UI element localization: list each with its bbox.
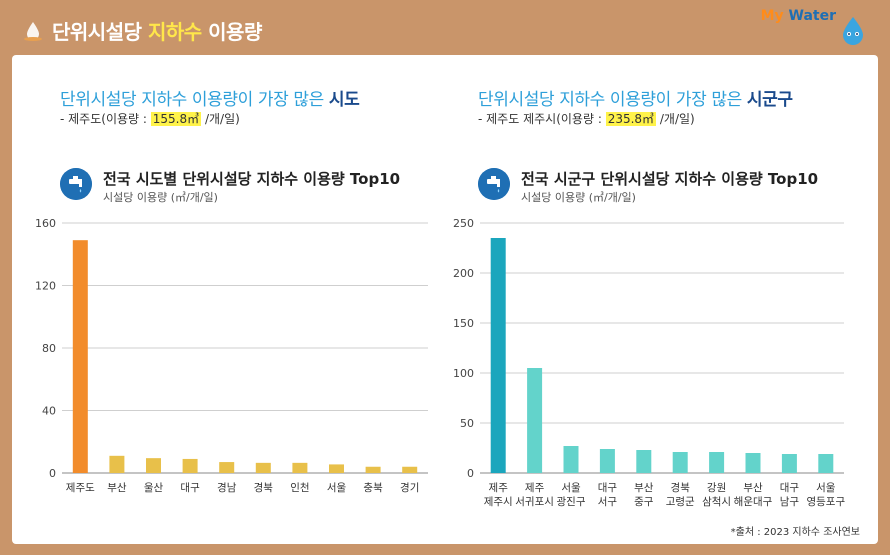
y-tick-label: 250 [453, 217, 474, 230]
x-tick-label: 경기 [400, 481, 419, 494]
bar [636, 450, 652, 473]
bar [527, 368, 543, 473]
x-tick-label: 부산 [634, 482, 654, 494]
left-chart-title: 전국 시도별 단위시설당 지하수 이용량 Top10 [103, 170, 401, 188]
bar [709, 452, 725, 473]
x-tick-label: 인천 [290, 482, 309, 494]
right-chart-title: 전국 시군구 단위시설당 지하수 이용량 Top10 [521, 170, 819, 188]
x-tick-label: 서울 [561, 482, 581, 494]
x-tick-label: 남구 [780, 496, 800, 508]
x-tick-label: 울산 [144, 482, 164, 494]
x-tick-label: 부산 [107, 482, 127, 494]
y-tick-label: 150 [453, 317, 474, 330]
brand-logo: My Water [760, 8, 836, 24]
x-tick-label: 서귀포시 [515, 496, 554, 508]
x-tick-label: 제주 [525, 482, 545, 494]
bar [72, 240, 88, 473]
x-tick-label: 해운대구 [734, 495, 773, 508]
wave-divider [12, 55, 878, 66]
x-tick-label: 고령군 [666, 496, 695, 508]
y-tick-label: 0 [467, 467, 474, 480]
bar [255, 462, 271, 473]
y-tick-label: 0 [49, 467, 56, 480]
x-tick-label: 대구 [598, 482, 618, 494]
left-chart-unit: 시설당 이용량 (㎥/개/일) [103, 191, 218, 204]
bar [563, 446, 579, 473]
bar [146, 458, 161, 473]
page-title: 단위시설당 지하수 이용량 [52, 20, 262, 44]
bar [109, 455, 125, 473]
x-tick-label: 제주 [489, 482, 509, 494]
y-tick-label: 80 [42, 342, 56, 355]
x-tick-label: 대구 [780, 482, 800, 494]
y-tick-label: 40 [42, 405, 56, 418]
x-tick-label: 광진구 [557, 496, 586, 508]
bar [672, 452, 688, 473]
water-drop-icon [24, 22, 42, 41]
bar [781, 454, 797, 473]
y-tick-label: 120 [35, 280, 56, 293]
water-mascot-icon [843, 17, 863, 45]
x-tick-label: 제주도 [66, 482, 95, 494]
bar [818, 454, 834, 473]
bar [402, 466, 418, 473]
right-section-title: 단위시설당 지하수 이용량이 가장 많은 시군구 [478, 90, 793, 110]
x-tick-label: 대구 [180, 482, 200, 494]
x-tick-label: 서구 [598, 496, 618, 508]
y-tick-label: 100 [453, 367, 474, 380]
right-section-subtitle: - 제주도 제주시(이용량 : 235.8㎥ /개/일) [478, 112, 695, 126]
bar [745, 453, 761, 473]
x-tick-label: 경북 [671, 481, 691, 494]
left-section-subtitle: - 제주도(이용량 : 155.8㎥ /개/일) [60, 112, 240, 126]
y-tick-label: 50 [460, 417, 474, 430]
x-tick-label: 충북 [363, 482, 383, 494]
x-tick-label: 서울 [816, 482, 836, 494]
left-section-title: 단위시설당 지하수 이용량이 가장 많은 시도 [60, 90, 360, 110]
x-tick-label: 중구 [634, 496, 654, 508]
y-tick-label: 160 [35, 217, 56, 230]
y-tick-label: 200 [453, 267, 474, 280]
right-chart-unit: 시설당 이용량 (㎥/개/일) [521, 191, 636, 204]
faucet-icon [478, 168, 510, 200]
x-tick-label: 삼척시 [702, 496, 731, 508]
x-tick-label: 경남 [217, 481, 237, 494]
bar [182, 458, 198, 473]
bar [219, 462, 235, 473]
left-bar-chart: 0 40 80 120 160 제주도 부산 울산 대구 경남 경북 인천 서울 충북 경기 [35, 217, 428, 494]
x-tick-label: 경북 [254, 481, 274, 494]
x-tick-label: 서울 [327, 482, 347, 494]
faucet-icon [60, 168, 92, 200]
x-tick-label: 영등포구 [806, 496, 845, 508]
bar [599, 449, 615, 473]
bar [329, 464, 344, 473]
source-note: *출처 : 2023 지하수 조사연보 [730, 527, 860, 538]
bar [490, 238, 506, 473]
x-tick-label: 제주시 [484, 496, 513, 508]
x-tick-label: 강원 [707, 482, 726, 494]
bar [365, 466, 381, 473]
x-tick-label: 부산 [743, 482, 763, 494]
bar [292, 462, 308, 473]
